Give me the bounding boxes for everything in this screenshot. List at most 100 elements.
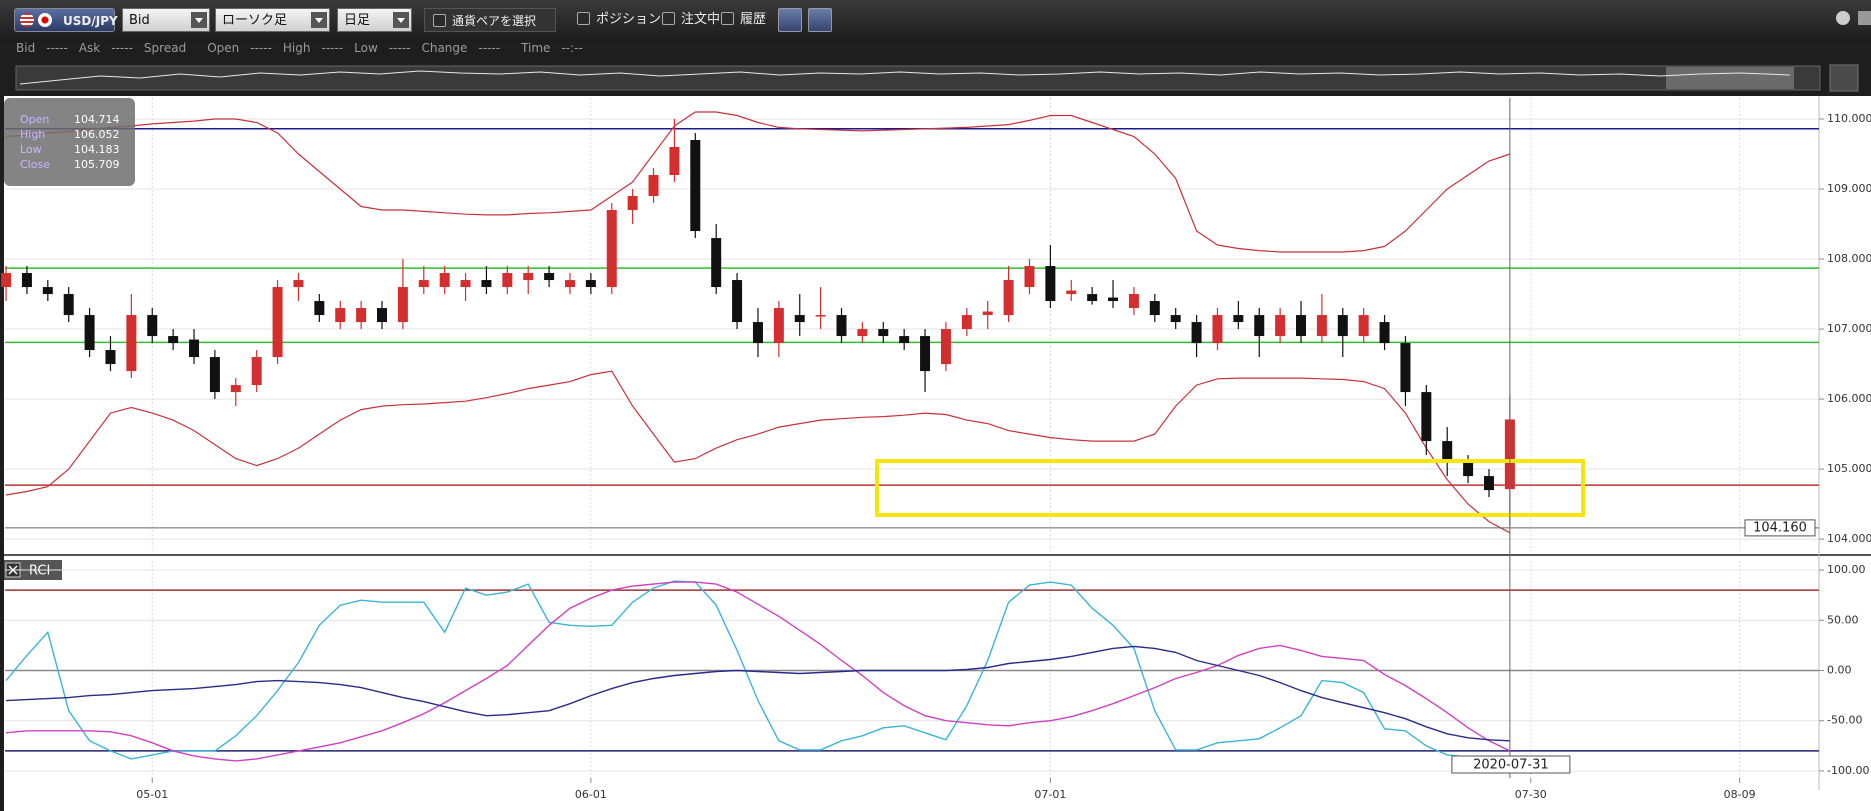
- us-flag: [20, 13, 34, 27]
- checkbox[interactable]: [577, 12, 590, 25]
- candle-body: [63, 294, 74, 316]
- timeframe-select[interactable]: 日足: [337, 8, 412, 32]
- band-line: [5, 111, 1511, 253]
- info-item: --:--: [561, 41, 583, 55]
- info-item: Ask: [78, 41, 101, 55]
- candle-body: [1254, 315, 1265, 337]
- toolbar: USD/JPY Bid ローソク足 日足 通貨ペアを選択 ポジション 注文中 履…: [0, 0, 1871, 42]
- candle-body: [377, 308, 388, 323]
- ohlc-value: 106.052: [74, 128, 120, 141]
- candle-body: [251, 357, 262, 386]
- x-tick-label: 07-01: [1034, 788, 1066, 801]
- checkbox[interactable]: [721, 12, 734, 25]
- candle-body: [502, 273, 513, 288]
- candle-body: [1421, 392, 1432, 442]
- candle-body: [752, 322, 763, 344]
- navigator-window[interactable]: [1666, 67, 1794, 89]
- ohlc-value: 104.183: [74, 143, 120, 156]
- candle-body: [940, 329, 951, 365]
- candle-body: [335, 308, 346, 323]
- price-side: Bid: [129, 13, 150, 28]
- y-tick-label: -100.00: [1827, 764, 1869, 777]
- candle-body: [564, 280, 575, 288]
- info-item: Change: [421, 41, 468, 55]
- candle-body: [1003, 280, 1014, 316]
- candle-body: [1191, 322, 1202, 344]
- candle-body: [1275, 315, 1286, 337]
- candle-body: [439, 273, 450, 288]
- y-tick-label: 106.000: [1827, 392, 1871, 405]
- ohlc-label: Low: [20, 143, 42, 156]
- chart-style: ローソク足: [222, 13, 288, 28]
- candle-body: [794, 315, 805, 323]
- info-item: Spread: [143, 41, 187, 55]
- candle-body: [585, 280, 596, 288]
- y-tick-label: -50.00: [1827, 714, 1862, 727]
- option-label: ポジション: [596, 12, 662, 27]
- option[interactable]: 履歴: [721, 8, 766, 32]
- rci-line: [5, 645, 1510, 742]
- band-line: [5, 370, 1511, 534]
- candle-body: [982, 311, 993, 316]
- checkbox[interactable]: [433, 14, 446, 27]
- info-item: -----: [111, 41, 133, 55]
- pair-button[interactable]: USD/JPY: [14, 8, 118, 32]
- settings-button[interactable]: [1836, 11, 1850, 25]
- checkbox[interactable]: [662, 12, 675, 25]
- info-item: -----: [250, 41, 272, 55]
- price-side-select[interactable]: Bid: [122, 8, 210, 32]
- candle-body: [836, 315, 847, 337]
- select-pair[interactable]: 通貨ペアを選択: [424, 8, 556, 32]
- candle-body: [126, 315, 137, 372]
- y-tick-label: 104.000: [1827, 532, 1871, 545]
- candle-body: [857, 329, 868, 337]
- dropdown-arrow: [191, 12, 207, 28]
- navigator-line: [19, 70, 1791, 85]
- candle-body: [1128, 294, 1139, 309]
- candle-body: [1483, 476, 1494, 491]
- candle-body: [293, 280, 304, 288]
- option-label: 履歴: [740, 12, 767, 27]
- candle-body: [711, 238, 722, 288]
- candle-body: [1212, 315, 1223, 344]
- zoom-button[interactable]: [1829, 64, 1859, 92]
- tool-button[interactable]: [808, 8, 832, 32]
- candle-body: [209, 357, 220, 393]
- crosshair-price: 104.160: [1753, 520, 1807, 535]
- ohlc-value: 104.714: [74, 113, 120, 126]
- candle-body: [1316, 315, 1327, 337]
- candle-body: [418, 280, 429, 288]
- info-item: Low: [354, 41, 378, 55]
- pair-label: USD/JPY: [63, 14, 118, 28]
- x-tick-label: 06-01: [575, 788, 607, 801]
- option[interactable]: ポジション: [577, 8, 661, 32]
- ohlc-value: 105.709: [74, 158, 120, 171]
- info-item: -----: [46, 41, 68, 55]
- candle-body: [920, 336, 931, 372]
- candle-body: [460, 280, 471, 288]
- x-tick-label: 08-09: [1724, 788, 1756, 801]
- candle-body: [481, 280, 492, 288]
- candle-body: [1087, 294, 1098, 302]
- rci-line: [5, 581, 1511, 762]
- candle-body: [147, 315, 158, 337]
- y-tick-label: 0.00: [1827, 664, 1852, 677]
- info-item: Time: [521, 41, 551, 55]
- option[interactable]: 注文中: [662, 8, 720, 32]
- candle-body: [1, 273, 12, 288]
- navigator[interactable]: [15, 65, 1821, 91]
- candle-body: [1149, 301, 1160, 316]
- menu-button[interactable]: [1858, 11, 1871, 25]
- tool-button[interactable]: [778, 8, 802, 32]
- candle-body: [1066, 290, 1077, 295]
- style-select[interactable]: ローソク足: [215, 8, 330, 32]
- y-tick-label: 50.00: [1827, 613, 1859, 626]
- info-item: -----: [321, 41, 344, 55]
- candle-body: [1045, 266, 1056, 302]
- candle-body: [523, 273, 534, 281]
- x-tick-label: 07-30: [1515, 788, 1547, 801]
- crosshair-date: 2020-07-31: [1473, 758, 1549, 773]
- info-item: -----: [478, 41, 501, 55]
- candle-body: [669, 147, 680, 176]
- ohlc-box: [4, 98, 135, 186]
